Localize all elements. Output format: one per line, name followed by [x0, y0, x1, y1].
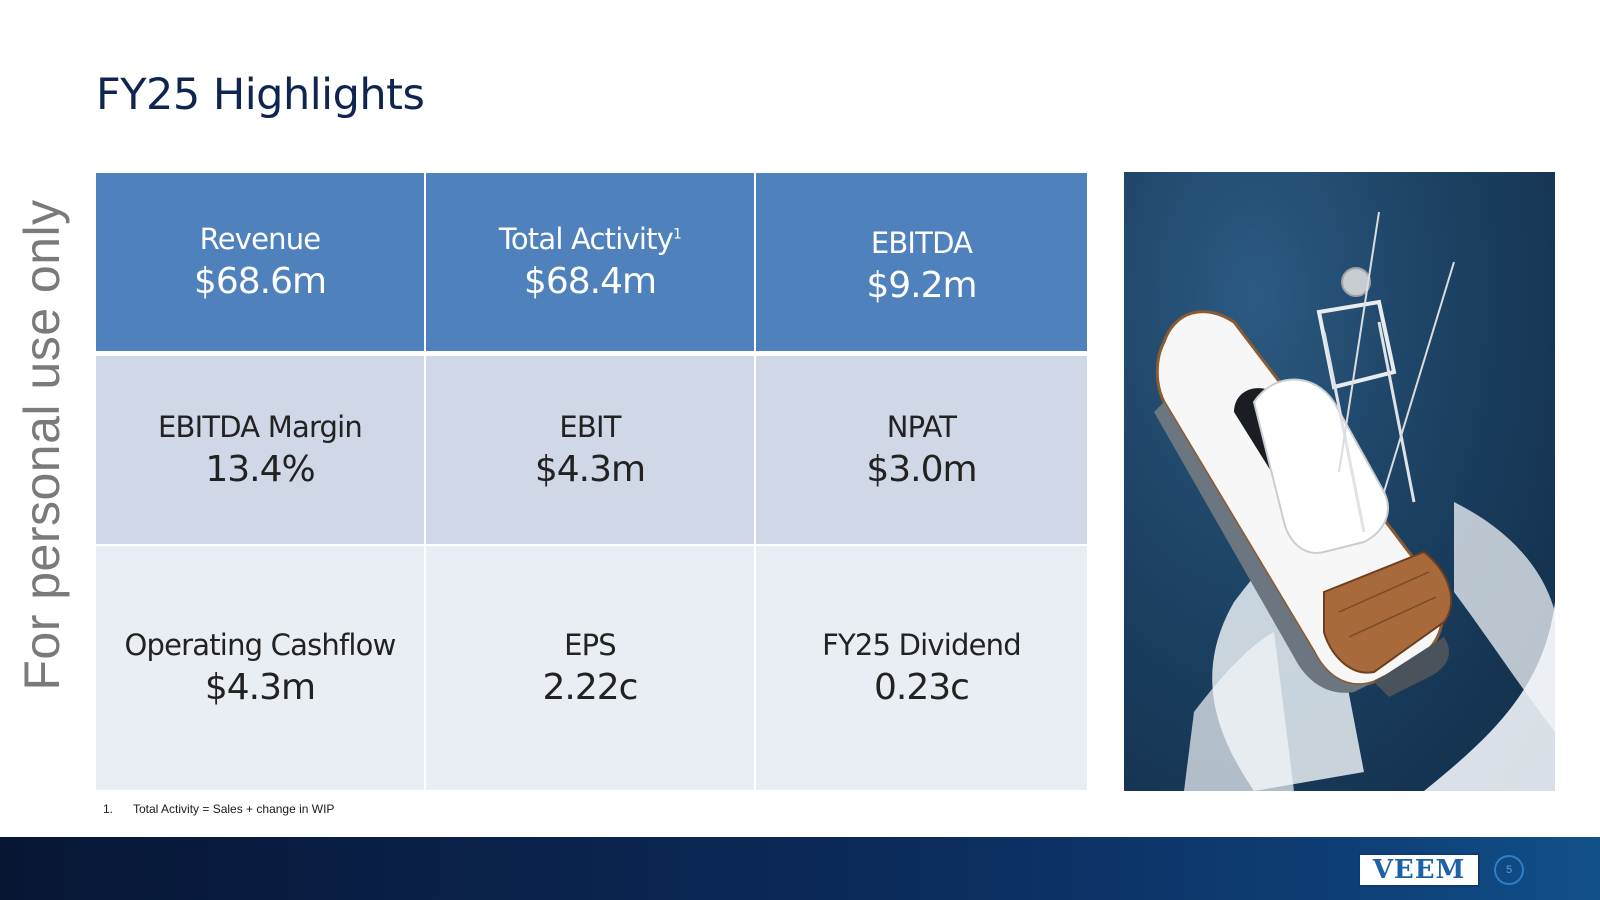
metric-fy25-dividend: FY25 Dividend 0.23c: [756, 546, 1087, 790]
watermark-text: For personal use only: [14, 199, 70, 691]
yacht-illustration: [1154, 211, 1555, 791]
metric-value: 0.23c: [874, 667, 970, 708]
footer-bar: [0, 837, 1600, 900]
metric-operating-cashflow: Operating Cashflow $4.3m: [96, 546, 426, 790]
metric-ebitda-margin: EBITDA Margin 13.4%: [96, 356, 426, 546]
logo-text: VEEM: [1372, 855, 1466, 885]
metric-ebitda: EBITDA $9.2m: [756, 173, 1087, 356]
highlights-table: Revenue $68.6m Total Activity1 $68.4m EB…: [96, 173, 1087, 790]
metric-value: 13.4%: [205, 449, 315, 490]
metric-value: $68.6m: [193, 261, 327, 302]
footnote-marker: 1: [673, 226, 682, 243]
page-number: 5: [1494, 855, 1524, 885]
metric-npat: NPAT $3.0m: [756, 356, 1087, 546]
metric-label-text: Total Activity: [498, 222, 674, 256]
metric-value: $4.3m: [204, 667, 316, 708]
metric-label: EBITDA Margin: [157, 410, 363, 444]
metric-label: EBIT: [559, 410, 621, 444]
metric-label: NPAT: [886, 410, 957, 444]
footnote-number: 1.: [103, 802, 114, 816]
metric-label: Total Activity1: [498, 219, 682, 259]
metric-value: 2.22c: [542, 667, 639, 708]
yacht-photo: [1124, 172, 1555, 791]
metric-label: EPS: [564, 628, 617, 662]
metric-label: EBITDA: [870, 226, 973, 260]
metric-value: $4.3m: [534, 449, 646, 490]
page-title: FY25 Highlights: [96, 70, 425, 120]
metric-total-activity: Total Activity1 $68.4m: [426, 173, 756, 356]
metric-revenue: Revenue $68.6m: [96, 173, 426, 356]
metric-label: Revenue: [199, 222, 322, 256]
metric-ebit: EBIT $4.3m: [426, 356, 756, 546]
metric-label: FY25 Dividend: [822, 628, 1022, 662]
metric-label: Operating Cashflow: [124, 628, 396, 662]
veem-logo: VEEM: [1358, 853, 1480, 887]
footnote-text: Total Activity = Sales + change in WIP: [133, 802, 335, 816]
metric-value: $68.4m: [523, 261, 657, 302]
metric-value: $3.0m: [866, 449, 977, 490]
footnote: 1. Total Activity = Sales + change in WIP: [103, 802, 334, 816]
metric-value: $9.2m: [866, 265, 977, 306]
metric-eps: EPS 2.22c: [426, 546, 756, 790]
